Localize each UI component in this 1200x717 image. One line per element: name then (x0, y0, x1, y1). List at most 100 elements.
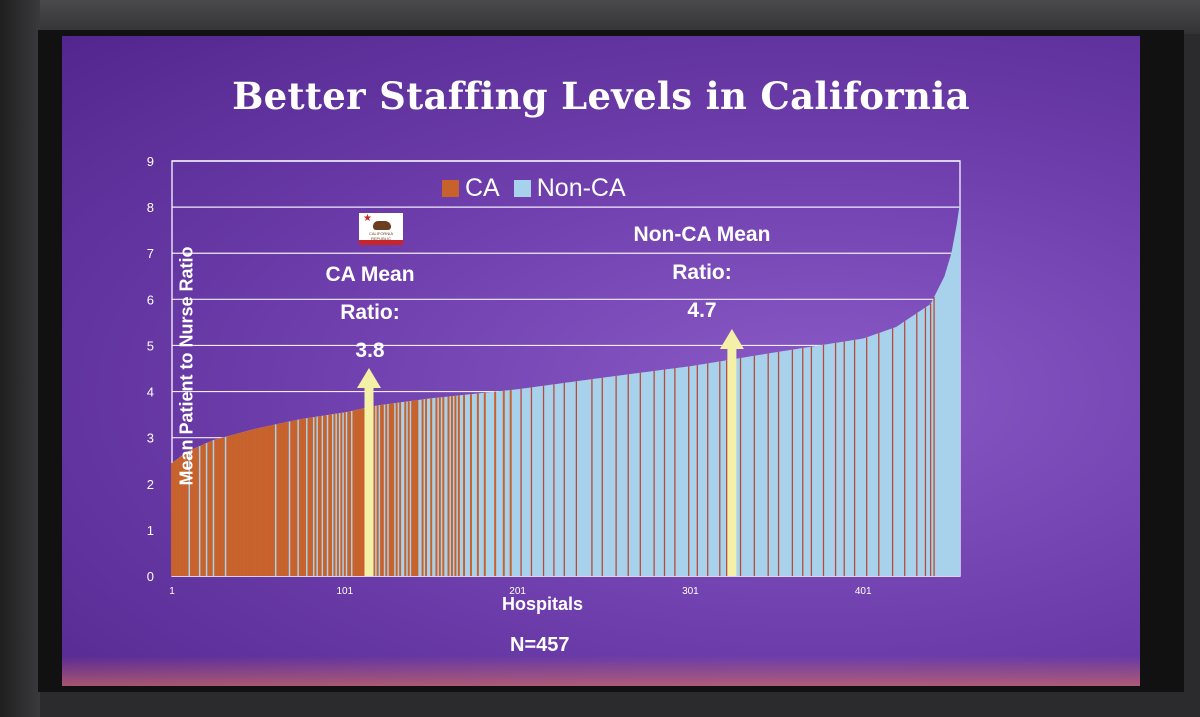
flag-text: CALIFORNIA REPUBLIC (368, 231, 393, 241)
bar-ca-rank-6 (179, 456, 182, 576)
bar-ca-rank-76 (300, 418, 303, 576)
bar-ca-rank-158 (442, 397, 445, 576)
bar-ca-rank-228 (563, 382, 565, 576)
bar-ca-rank-170 (463, 394, 466, 576)
bar-ca-rank-8 (183, 454, 186, 576)
bar-ca-rank-163 (450, 396, 453, 576)
bar-ca-rank-52 (259, 427, 262, 576)
bar-ca-rank-30 (221, 437, 224, 576)
bar-ca-rank-18 (200, 445, 203, 576)
bar-ca-rank-10 (186, 451, 189, 576)
y-tick-label-0: 0 (147, 569, 154, 584)
slide-bottom-glow (62, 656, 1140, 686)
chart-legend: CA Non-CA (442, 174, 640, 203)
bar-ca-rank-440 (929, 303, 932, 576)
bar-ca-rank-72 (293, 420, 296, 576)
bar-ca-rank-62 (276, 424, 279, 576)
bar-ca-rank-209 (530, 387, 533, 576)
y-tick-label-8: 8 (147, 200, 154, 215)
legend-swatch-nonca (513, 180, 531, 197)
bar-ca-rank-2 (172, 461, 175, 576)
bar-ca-rank-27 (215, 439, 218, 576)
bar-ca-rank-396 (853, 339, 856, 576)
bar-ca-rank-75 (298, 419, 301, 576)
bar-ca-rank-292 (674, 368, 676, 576)
y-tick-label-1: 1 (147, 523, 154, 538)
bar-ca-rank-15 (195, 447, 198, 576)
bar-ca-rank-64 (279, 423, 282, 576)
bar-ca-rank-37 (233, 434, 236, 576)
bar-ca-rank-68 (286, 421, 289, 576)
bar-ca-rank-92 (328, 414, 331, 576)
bar-ca-rank-111 (361, 408, 364, 576)
bar-ca-rank-60 (272, 424, 275, 576)
y-tick-label-6: 6 (147, 292, 154, 307)
bar-ca-rank-104 (348, 411, 351, 576)
bar-ca-rank-418 (891, 328, 894, 576)
bar-ca-rank-33 (226, 436, 229, 576)
bar-ca-rank-20 (203, 443, 206, 576)
bar-ca-rank-318 (719, 361, 721, 576)
bar-ca-rank-165 (454, 395, 457, 576)
bar-ca-rank-103 (347, 411, 350, 576)
presentation-slide: Better Staffing Levels in California 0 1 2… (62, 36, 1140, 686)
bar-ca-rank-80 (307, 417, 310, 576)
ca-mean-line2: Ratio: (340, 301, 400, 324)
bar-ca-rank-154 (435, 397, 438, 576)
bar-ca-rank-122 (380, 404, 383, 576)
y-axis-label: Mean Patient to Nurse Ratio (176, 246, 197, 486)
bar-ca-rank-174 (469, 394, 472, 576)
legend-label-ca: CA (465, 174, 500, 202)
bar-ca-rank-143 (416, 400, 419, 576)
annotation-arrow-head-0 (357, 368, 381, 388)
bar-ca-rank-5 (177, 457, 180, 576)
bar-ca-rank-178 (476, 393, 479, 576)
bar-ca-rank-425 (904, 321, 906, 576)
bar-ca-rank-31 (222, 437, 225, 576)
bar-ca-rank-360 (791, 349, 794, 576)
y-tick-label-7: 7 (147, 246, 154, 261)
bar-ca-rank-55 (264, 426, 267, 576)
x-tick-label-401: 401 (855, 586, 872, 597)
bar-ca-rank-272 (639, 372, 641, 576)
bar-ca-rank-222 (553, 384, 555, 576)
bar-ca-rank-81 (309, 417, 312, 576)
bar-ca-rank-146 (421, 399, 424, 576)
bar-ca-rank-7 (181, 455, 184, 576)
flag-bear-icon (373, 221, 391, 230)
nonca-mean-line2: Ratio: (672, 261, 732, 284)
bar-ca-rank-42 (241, 432, 244, 576)
bar-ca-rank-86 (317, 416, 320, 576)
bar-ca-rank-14 (193, 448, 196, 576)
y-tick-label-3: 3 (147, 431, 154, 446)
bar-ca-rank-138 (407, 401, 410, 576)
y-tick-label-2: 2 (147, 477, 154, 492)
ca-mean-value: 3.8 (355, 339, 385, 362)
bar-ca-rank-300 (688, 366, 690, 576)
y-tick-label-5: 5 (147, 338, 154, 353)
bar-ca-rank-148 (425, 398, 428, 576)
bar-ca-rank-29 (219, 438, 222, 576)
bar-ca-rank-432 (916, 313, 918, 576)
x-tick-label-101: 101 (336, 586, 353, 597)
bar-ca-rank-437 (924, 307, 927, 576)
x-axis-label: Hospitals (502, 594, 584, 614)
bar-ca-rank-286 (663, 369, 666, 576)
bar-ca-rank-118 (373, 406, 376, 576)
x-tick-label-201: 201 (509, 586, 526, 597)
bar-ca-rank-108 (355, 409, 358, 576)
bar-ca-rank-1 (171, 463, 173, 576)
bar-ca-rank-3 (174, 460, 177, 576)
bar-ca-rank-99 (340, 412, 343, 576)
bar-ca-rank-378 (822, 344, 825, 576)
bar-ca-rank-322 (726, 360, 728, 576)
bar-ca-rank-78 (304, 418, 307, 576)
bar-ca-rank-58 (269, 425, 272, 576)
bar-ca-rank-101 (343, 412, 346, 576)
bar-ca-rank-28 (217, 438, 220, 576)
legend-item-ca: CA (442, 174, 500, 203)
annotation-arrow-head-1 (719, 329, 744, 349)
bar-ca-rank-338 (753, 355, 756, 576)
bar-ca-rank-87 (319, 416, 322, 576)
bar-ca-rank-385 (834, 342, 837, 576)
